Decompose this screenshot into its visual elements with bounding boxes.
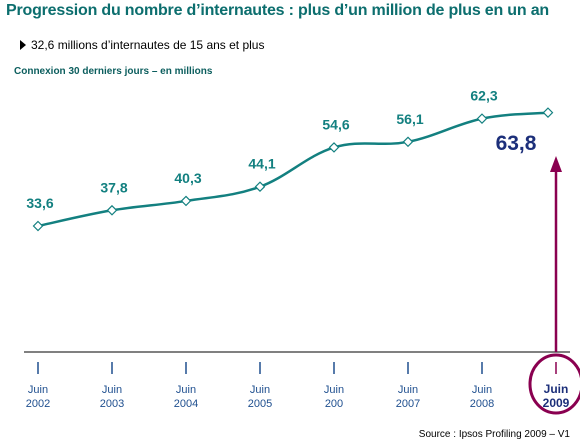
- arrow-up-icon: [550, 156, 562, 172]
- data-point-marker: [32, 220, 44, 232]
- data-label: 63,8: [496, 132, 537, 155]
- x-tick-label-line1: Juin: [472, 384, 492, 396]
- series-line: [37, 111, 549, 228]
- data-point-marker: [106, 204, 118, 216]
- data-labels: 33,6 37,8 40,3 44,1 54,6 56,1 62,3 63,8: [26, 88, 536, 211]
- x-tick-label-line1: Juin: [324, 384, 344, 396]
- data-label: 40,3: [174, 170, 201, 186]
- data-label: 37,8: [100, 179, 127, 195]
- data-points: [32, 107, 554, 232]
- x-tick-label-line2: 2003: [100, 398, 124, 410]
- data-label: 44,1: [248, 156, 275, 172]
- x-tick-label-line2: 2007: [396, 398, 420, 410]
- data-point-marker: [476, 113, 488, 124]
- source-note: Source : Ipsos Profiling 2009 – V1: [418, 429, 570, 440]
- data-label: 54,6: [322, 116, 349, 132]
- x-tick-label-line1: Juin: [176, 384, 196, 396]
- data-point-marker: [542, 107, 554, 118]
- data-point-marker: [180, 195, 192, 207]
- x-tick-label-line1: Juin: [250, 384, 270, 396]
- data-point-marker: [254, 181, 266, 193]
- chart-caption: Connexion 30 derniers jours – en million…: [14, 66, 213, 77]
- subtitle: 32,6 millions d’internautes de 15 ans et…: [20, 38, 264, 52]
- data-label: 62,3: [470, 88, 497, 104]
- x-tick-label-line1: Juin: [28, 384, 48, 396]
- data-point-marker: [402, 136, 414, 148]
- data-label: 56,1: [396, 111, 423, 127]
- x-axis-ticks: Juin 2002 Juin 2003 Juin 2004 Juin 2005 Juin 200 J…: [26, 362, 570, 410]
- chart-title: Progression du nombre d’internautes : pl…: [6, 2, 549, 19]
- x-tick-label-line1: Juin: [544, 382, 569, 396]
- x-tick-label-line2: 2008: [470, 398, 494, 410]
- highlight-circle: [528, 353, 580, 415]
- x-tick-label-line1: Juin: [102, 384, 122, 396]
- x-tick-label-line2: 2004: [174, 398, 198, 410]
- x-tick-label-line2: 200: [325, 398, 343, 410]
- data-label: 33,6: [26, 195, 53, 211]
- x-tick-label-line2: 2009: [543, 396, 570, 410]
- x-tick-label-line2: 2002: [26, 398, 50, 410]
- x-tick-label-line2: 2005: [248, 398, 272, 410]
- data-point-marker: [328, 142, 340, 153]
- triangle-bullet-icon: [20, 40, 26, 50]
- subtitle-text: 32,6 millions d’internautes de 15 ans et…: [31, 38, 265, 52]
- highlight-marker: [528, 156, 580, 415]
- x-tick-label-line1: Juin: [398, 384, 418, 396]
